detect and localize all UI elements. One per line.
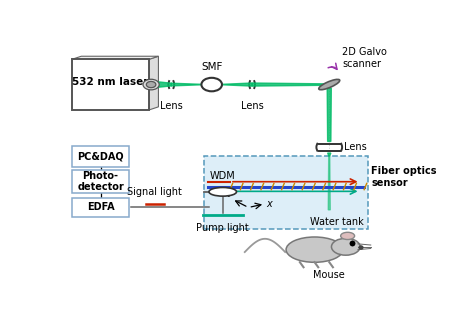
Text: EDFA: EDFA: [87, 203, 114, 213]
Text: Mouse: Mouse: [313, 270, 345, 280]
Polygon shape: [222, 83, 252, 86]
Ellipse shape: [209, 187, 237, 196]
Polygon shape: [171, 83, 201, 86]
Text: SMF: SMF: [201, 62, 222, 72]
Text: Signal light: Signal light: [128, 187, 182, 198]
Text: Pump light: Pump light: [196, 223, 249, 233]
FancyBboxPatch shape: [72, 170, 129, 193]
Text: 532 nm laser: 532 nm laser: [73, 77, 149, 87]
Polygon shape: [149, 56, 158, 110]
Text: Water tank: Water tank: [310, 217, 364, 227]
FancyBboxPatch shape: [72, 146, 129, 167]
Circle shape: [143, 79, 159, 90]
Text: Lens: Lens: [241, 101, 264, 111]
FancyBboxPatch shape: [72, 59, 149, 110]
Circle shape: [146, 81, 156, 88]
Text: Photo-
detector: Photo- detector: [77, 171, 124, 192]
Text: Fiber optics
sensor: Fiber optics sensor: [372, 166, 437, 188]
Polygon shape: [155, 81, 171, 88]
Ellipse shape: [286, 237, 343, 262]
Polygon shape: [72, 56, 158, 59]
Text: WDM: WDM: [210, 171, 236, 181]
Ellipse shape: [319, 80, 340, 90]
Text: y: y: [227, 187, 233, 198]
FancyBboxPatch shape: [72, 198, 129, 217]
FancyBboxPatch shape: [204, 156, 368, 229]
Text: PC&DAQ: PC&DAQ: [77, 151, 124, 161]
Text: x: x: [266, 199, 272, 209]
Polygon shape: [327, 88, 331, 141]
Text: Lens: Lens: [344, 142, 367, 152]
Polygon shape: [328, 153, 331, 156]
Circle shape: [201, 78, 222, 91]
Text: Lens: Lens: [160, 101, 182, 111]
Polygon shape: [252, 83, 329, 86]
Polygon shape: [328, 156, 330, 210]
Ellipse shape: [331, 238, 360, 255]
Text: 2D Galvo
scanner: 2D Galvo scanner: [342, 47, 387, 69]
Ellipse shape: [341, 232, 355, 239]
